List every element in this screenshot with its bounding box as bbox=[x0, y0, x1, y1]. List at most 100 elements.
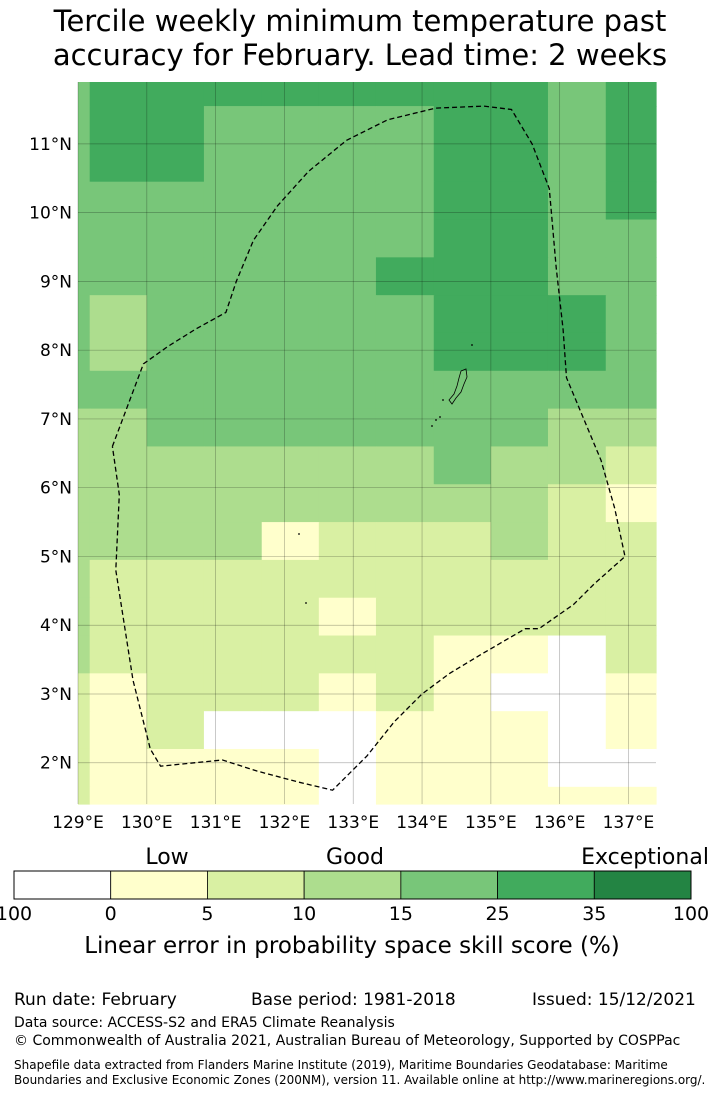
grid-cell bbox=[89, 143, 148, 183]
grid-cell bbox=[375, 673, 435, 712]
grid-cell bbox=[203, 559, 263, 599]
grid-cell bbox=[605, 786, 657, 805]
grid-cell bbox=[89, 522, 148, 561]
grid-cell bbox=[318, 522, 377, 561]
grid-cell bbox=[375, 370, 435, 410]
grid-cell bbox=[490, 219, 549, 258]
grid-cell bbox=[547, 181, 607, 221]
grid-cell bbox=[605, 597, 657, 637]
grid-cell bbox=[146, 370, 205, 410]
grid-cell bbox=[490, 295, 549, 334]
grid-cell bbox=[261, 143, 320, 183]
grid-cell bbox=[490, 446, 549, 485]
grid-cell bbox=[78, 673, 91, 712]
grid-cell bbox=[146, 786, 205, 805]
grid-cell bbox=[375, 106, 435, 145]
grid-cell bbox=[547, 106, 607, 145]
grid-cell bbox=[78, 786, 91, 805]
grid-cell bbox=[261, 257, 320, 296]
grid-cell bbox=[547, 673, 607, 712]
latitude-tick-label: 8°N bbox=[40, 341, 72, 361]
grid-cell bbox=[146, 635, 205, 674]
grid-cell bbox=[433, 597, 492, 637]
skill-grid-cells bbox=[78, 82, 657, 805]
grid-cell bbox=[318, 559, 377, 599]
grid-cell bbox=[605, 106, 657, 145]
grid-cell bbox=[318, 143, 377, 183]
grid-cell bbox=[605, 484, 657, 523]
grid-cell bbox=[605, 295, 657, 334]
latitude-tick-label: 2°N bbox=[40, 754, 72, 774]
grid-cell bbox=[605, 559, 657, 599]
grid-cell bbox=[433, 82, 492, 107]
longitude-tick-label: 136°E bbox=[534, 813, 586, 833]
grid-cell bbox=[318, 711, 377, 750]
colorbar-tick-label: 25 bbox=[485, 903, 509, 925]
grid-cell bbox=[318, 597, 377, 637]
grid-cell bbox=[547, 559, 607, 599]
grid-cell bbox=[605, 408, 657, 448]
grid-cell bbox=[203, 219, 263, 258]
grid-cell bbox=[547, 748, 607, 788]
grid-cell bbox=[78, 295, 91, 334]
grid-cell bbox=[318, 257, 377, 296]
issued-date: Issued: 15/12/2021 bbox=[532, 990, 696, 1010]
grid-cell bbox=[547, 370, 607, 410]
grid-cell bbox=[78, 408, 91, 448]
grid-cell bbox=[433, 143, 492, 183]
colorbar-segment bbox=[207, 870, 305, 900]
grid-cell bbox=[78, 446, 91, 485]
grid-cell bbox=[89, 82, 148, 107]
colorbar-tick-labels: 100 0 5 10 15 25 35 100 bbox=[0, 903, 709, 925]
grid-cell bbox=[375, 635, 435, 674]
grid-cell bbox=[490, 106, 549, 145]
grid-cell bbox=[547, 597, 607, 637]
longitude-tick-label: 131°E bbox=[190, 813, 242, 833]
grid-cell bbox=[89, 257, 148, 296]
longitude-tick-label: 135°E bbox=[465, 813, 517, 833]
grid-cell bbox=[203, 82, 263, 107]
grid-cell bbox=[375, 257, 435, 296]
grid-cell bbox=[146, 711, 205, 750]
grid-cell bbox=[318, 82, 377, 107]
grid-cell bbox=[318, 673, 377, 712]
grid-cell bbox=[375, 332, 435, 372]
grid-cell bbox=[547, 408, 607, 448]
grid-cell bbox=[78, 559, 91, 599]
grid-cell bbox=[261, 82, 320, 107]
grid-cell bbox=[203, 370, 263, 410]
colorbar-exceptional-label: Exceptional bbox=[581, 845, 709, 870]
grid-cell bbox=[146, 673, 205, 712]
grid-cell bbox=[146, 522, 205, 561]
grid-cell bbox=[318, 295, 377, 334]
grid-cell bbox=[89, 408, 148, 448]
grid-cell bbox=[490, 181, 549, 221]
grid-cell bbox=[547, 635, 607, 674]
grid-cell bbox=[605, 522, 657, 561]
grid-cell bbox=[78, 484, 91, 523]
latitude-tick-label: 4°N bbox=[40, 616, 72, 636]
grid-cell bbox=[318, 106, 377, 145]
grid-cell bbox=[89, 635, 148, 674]
grid-cell bbox=[433, 408, 492, 448]
grid-cell bbox=[261, 786, 320, 805]
grid-cell bbox=[375, 181, 435, 221]
grid-cell bbox=[89, 332, 148, 372]
shapefile-credit-line-1: Shapefile data extracted from Flanders M… bbox=[14, 1058, 668, 1072]
grid-cell bbox=[318, 408, 377, 448]
islet-dot bbox=[298, 533, 300, 535]
grid-cell bbox=[605, 635, 657, 674]
grid-cell bbox=[146, 82, 205, 107]
grid-cell bbox=[261, 446, 320, 485]
grid-cell bbox=[78, 181, 91, 221]
grid-cell bbox=[375, 446, 435, 485]
grid-cell bbox=[146, 559, 205, 599]
grid-cell bbox=[433, 106, 492, 145]
grid-cell bbox=[146, 446, 205, 485]
grid-cell bbox=[433, 219, 492, 258]
longitude-tick-label: 133°E bbox=[327, 813, 379, 833]
colorbar-segments bbox=[13, 870, 692, 900]
eez-boundary bbox=[111, 105, 626, 791]
colorbar-tick-label: 15 bbox=[389, 903, 413, 925]
grid-cell bbox=[89, 748, 148, 788]
